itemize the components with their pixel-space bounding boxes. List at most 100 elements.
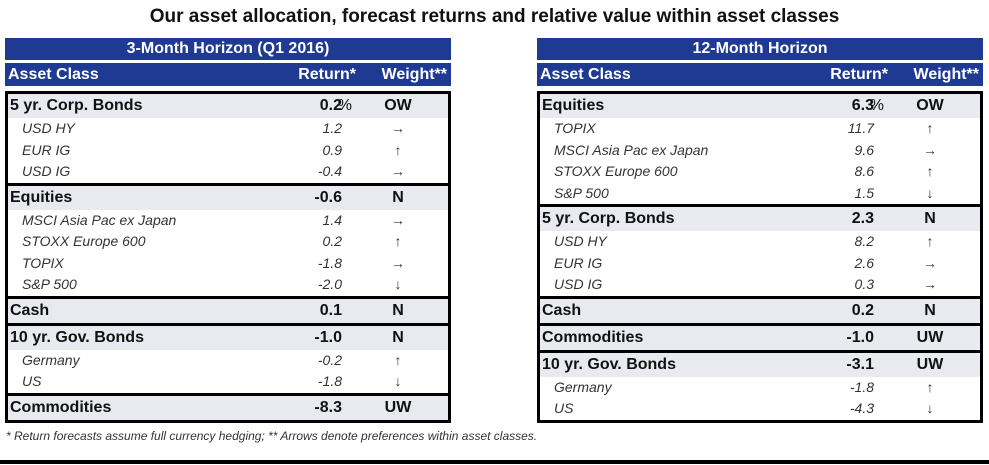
return-value: 0.1 xyxy=(319,301,342,319)
asset-group: Commodities -1.0 UW xyxy=(540,322,980,350)
asset-class-label: 10 yr. Gov. Bonds xyxy=(542,355,676,373)
asset-group: 10 yr. Gov. Bonds -1.0 N Germany -0.2 ↑ US -1.8… xyxy=(8,322,448,393)
asset-group: Commodities -8.3 UW xyxy=(8,392,448,420)
sub-asset-label: MSCI Asia Pac ex Japan xyxy=(22,211,177,228)
sub-asset-row: USD HY 8.2 ↑ xyxy=(540,231,980,253)
panel-heading: 12-Month Horizon xyxy=(537,38,983,60)
footnote: * Return forecasts assume full currency … xyxy=(6,429,538,443)
sub-asset-label: S&P 500 xyxy=(554,184,609,201)
return-value: 2.6 xyxy=(854,254,874,271)
col-weight: Weight** xyxy=(381,66,447,83)
sub-asset-label: USD HY xyxy=(22,120,75,136)
column-header-row: Asset Class Return* Weight** xyxy=(5,63,451,86)
col-return: Return* xyxy=(298,66,356,83)
group-row: Commodities -8.3 UW xyxy=(8,395,448,420)
col-asset-class: Asset Class xyxy=(540,66,631,83)
sub-asset-label: MSCI Asia Pac ex Japan xyxy=(554,141,709,158)
sub-asset-label: USD HY xyxy=(554,233,607,249)
arrow-up-icon: ↑ xyxy=(394,233,402,249)
arrow-up-icon: ↑ xyxy=(394,351,402,368)
group-row: 5 yr. Corp. Bonds 0.2% OW xyxy=(8,94,448,118)
arrow-right-icon: → xyxy=(391,211,405,228)
group-row: 5 yr. Corp. Bonds 2.3 N xyxy=(540,207,980,231)
asset-group: Cash 0.2 N xyxy=(540,295,980,323)
return-value: -1.0 xyxy=(846,328,874,346)
sub-asset-row: S&P 500 -2.0 ↓ xyxy=(8,274,448,296)
return-value: 2.3 xyxy=(851,210,874,227)
col-weight: Weight** xyxy=(913,66,979,83)
asset-group: Cash 0.1 N xyxy=(8,295,448,323)
return-value: -1.8 xyxy=(317,254,342,271)
return-value: -8.3 xyxy=(314,398,342,416)
group-row: 10 yr. Gov. Bonds -3.1 UW xyxy=(540,352,980,377)
return-value: -0.4 xyxy=(317,163,342,179)
asset-class-label: Equities xyxy=(542,97,605,114)
return-value: -1.8 xyxy=(317,373,342,389)
return-value: -3.1 xyxy=(846,355,874,373)
arrow-right-icon: → xyxy=(391,163,405,179)
arrow-down-icon: ↓ xyxy=(926,184,934,201)
arrow-up-icon: ↑ xyxy=(926,378,934,395)
sub-asset-label: EUR IG xyxy=(22,141,71,158)
asset-class-label: Commodities xyxy=(10,398,112,416)
panel-heading: 3-Month Horizon (Q1 2016) xyxy=(5,38,451,60)
sub-asset-label: S&P 500 xyxy=(22,276,77,292)
asset-class-label: 5 yr. Corp. Bonds xyxy=(10,97,143,114)
return-value: 0.2 xyxy=(319,97,342,114)
weight-value: N xyxy=(392,188,404,206)
asset-group: Equities -0.6 N MSCI Asia Pac ex Japan 1.4 → S… xyxy=(8,182,448,296)
return-value: 0.9 xyxy=(322,141,342,158)
return-value: 8.2 xyxy=(854,233,874,249)
arrow-up-icon: ↑ xyxy=(926,163,934,179)
weight-value: N xyxy=(392,301,404,319)
sub-asset-label: STOXX Europe 600 xyxy=(554,163,678,179)
sub-asset-label: TOPIX xyxy=(554,120,596,136)
sub-asset-label: Germany xyxy=(554,378,612,395)
group-row: Equities -0.6 N xyxy=(8,185,448,210)
sub-asset-row: TOPIX 11.7 ↑ xyxy=(540,118,980,140)
sub-asset-row: Germany -1.8 ↑ xyxy=(540,377,980,399)
sub-asset-row: US -1.8 ↓ xyxy=(8,371,448,393)
group-row: Cash 0.2 N xyxy=(540,298,980,323)
sub-asset-row: STOXX Europe 600 8.6 ↑ xyxy=(540,161,980,183)
arrow-down-icon: ↓ xyxy=(926,400,934,416)
arrow-down-icon: ↓ xyxy=(394,373,402,389)
sub-asset-label: EUR IG xyxy=(554,254,603,271)
arrow-right-icon: → xyxy=(391,120,405,136)
sub-asset-label: US xyxy=(554,400,574,416)
weight-value: UW xyxy=(916,328,944,346)
group-row: Cash 0.1 N xyxy=(8,298,448,323)
sub-asset-label: STOXX Europe 600 xyxy=(22,233,146,249)
asset-class-label: Cash xyxy=(10,301,50,319)
sub-asset-label: Germany xyxy=(22,351,80,368)
allocation-table-body: Equities 6.3% OW TOPIX 11.7 ↑ MSCI Asia Pac ex… xyxy=(537,91,983,423)
weight-value: N xyxy=(924,301,936,319)
asset-group: 10 yr. Gov. Bonds -3.1 UW Germany -1.8 ↑ US -4.… xyxy=(540,349,980,420)
column-header-row: Asset Class Return* Weight** xyxy=(537,63,983,86)
return-value: 0.3 xyxy=(854,276,874,292)
weight-value: N xyxy=(392,328,404,346)
sub-asset-row: TOPIX -1.8 → xyxy=(8,253,448,275)
return-value: -4.3 xyxy=(849,400,874,416)
sub-asset-label: USD IG xyxy=(22,163,71,179)
sub-asset-row: EUR IG 2.6 → xyxy=(540,253,980,275)
return-value: 6.3 xyxy=(851,97,874,114)
arrow-up-icon: ↑ xyxy=(926,233,934,249)
return-value: 0.2 xyxy=(322,233,342,249)
weight-value: OW xyxy=(384,97,412,114)
return-value: 1.4 xyxy=(322,211,342,228)
sub-asset-label: TOPIX xyxy=(22,254,64,271)
page-title: Our asset allocation, forecast returns a… xyxy=(149,6,840,27)
return-value: -2.0 xyxy=(317,276,342,292)
col-asset-class: Asset Class xyxy=(8,66,99,83)
sub-asset-label: USD IG xyxy=(554,276,603,292)
return-value: 8.6 xyxy=(854,163,874,179)
asset-class-label: 5 yr. Corp. Bonds xyxy=(542,210,675,227)
panel-12-month: 12-Month Horizon Asset Class Return* Wei… xyxy=(537,38,983,423)
allocation-table-body: 5 yr. Corp. Bonds 0.2% OW USD HY 1.2 → EUR IG 0… xyxy=(5,91,451,423)
return-value: 1.5 xyxy=(854,184,874,201)
return-value: 9.6 xyxy=(854,141,874,158)
sub-asset-row: USD IG 0.3 → xyxy=(540,274,980,296)
asset-class-label: 10 yr. Gov. Bonds xyxy=(10,328,144,346)
sub-asset-row: STOXX Europe 600 0.2 ↑ xyxy=(8,231,448,253)
